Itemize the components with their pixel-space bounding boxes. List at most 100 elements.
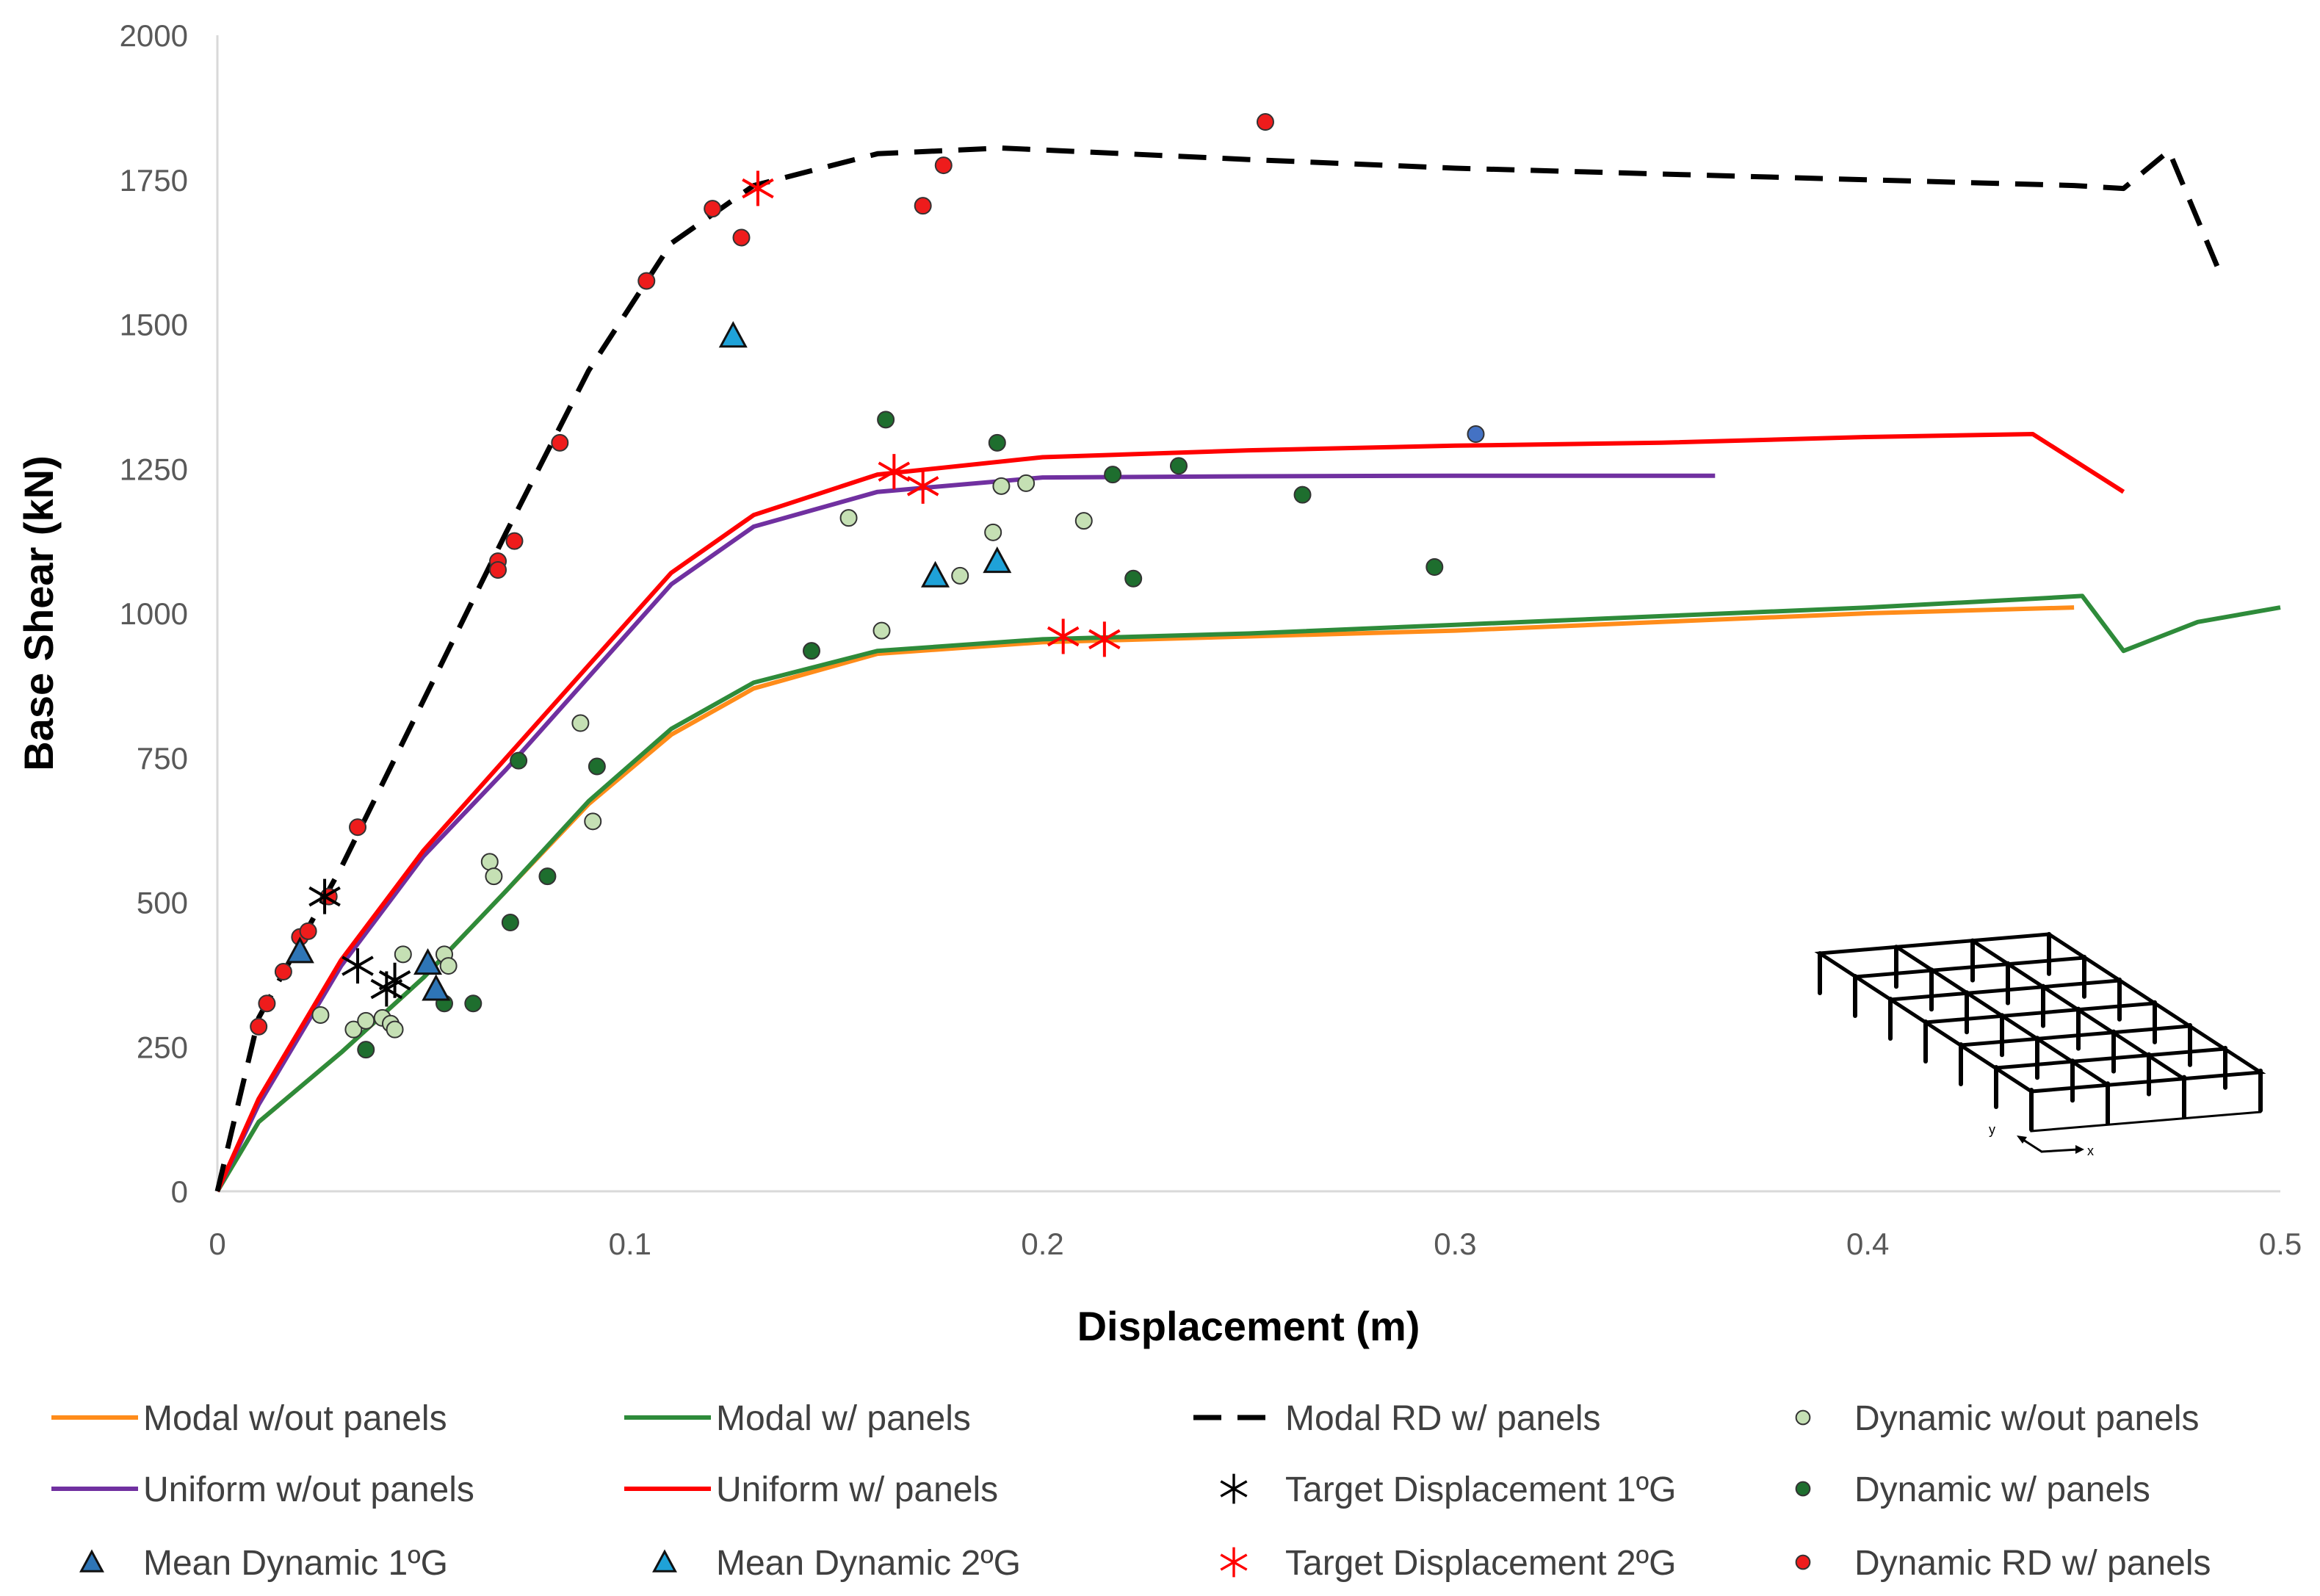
y-tick-label: 0 [171, 1174, 188, 1209]
data-point-triangle [285, 936, 314, 964]
legend-label: Modal RD w/ panels [1285, 1399, 1601, 1438]
data-point-circle [914, 197, 932, 215]
series-dynamic-w-out-panels [311, 474, 1093, 1039]
data-point-circle [839, 509, 858, 527]
frame-cross-beam [1888, 978, 2122, 1002]
legend-label: Dynamic w/ panels [1854, 1470, 2150, 1509]
data-point-circle [344, 1020, 363, 1039]
legend-swatch [1795, 1409, 1811, 1426]
legend-item-modal-w-panels: Modal w/ panels [624, 1399, 971, 1438]
axis-label-y: y [1989, 1122, 1995, 1137]
legend-swatch [79, 1549, 104, 1572]
data-point-circle [1104, 466, 1122, 484]
data-point-circle [1425, 558, 1444, 577]
series-line [215, 432, 2125, 1193]
axes [216, 35, 2280, 1193]
series-line [215, 593, 2281, 1193]
data-point-triangle [422, 974, 451, 1001]
data-point-star [906, 468, 939, 504]
data-point-circle [357, 1041, 375, 1059]
x-tick-label: 0.4 [1846, 1227, 1889, 1261]
axis-arrow-x-head [2075, 1145, 2084, 1154]
legend-label: Mean Dynamic 1ºG [143, 1544, 448, 1583]
series-uniform-w-panels [215, 432, 2125, 1193]
data-point-circle [538, 867, 557, 886]
data-point-circle [802, 642, 820, 660]
data-point-circle [505, 532, 524, 550]
y-tick-labels: 0 250 500 750 1000 1250 1500 1750 2000 [120, 18, 188, 1209]
y-tick-label: 1250 [120, 452, 188, 486]
series-extra [1467, 425, 1485, 444]
frame-base-edge [2030, 1090, 2262, 1133]
data-point-star [1047, 618, 1080, 654]
data-point-star [742, 170, 774, 206]
series-line [215, 473, 1716, 1193]
axis-label-x: x [2087, 1144, 2094, 1158]
legend-label: Dynamic w/out panels [1854, 1399, 2200, 1438]
legend-label: Dynamic RD w/ panels [1854, 1544, 2211, 1583]
data-point-circle [992, 477, 1011, 495]
legend: Modal w/out panels Uniform w/out panels Me… [51, 1399, 2211, 1583]
legend-item-uniform-w-out-panels: Uniform w/out panels [51, 1470, 474, 1509]
legend-label: Modal w/out panels [143, 1399, 447, 1438]
data-point-circle [984, 523, 1002, 541]
series-layer [214, 113, 2281, 1193]
frame-columns [1818, 931, 2263, 1132]
legend-swatch [1220, 1473, 1248, 1504]
y-tick-label: 2000 [120, 18, 188, 53]
x-tick-label: 0.3 [1434, 1227, 1476, 1261]
series-target-displacement-2og [742, 170, 1121, 657]
axis-arrow-y-head [2017, 1135, 2027, 1144]
legend-label: Mean Dynamic 2ºG [716, 1544, 1021, 1583]
data-point-circle [394, 945, 412, 964]
x-tick-label: 0.2 [1021, 1227, 1063, 1261]
x-tick-labels: 0 0.1 0.2 0.3 0.4 0.5 [209, 1227, 2302, 1261]
frame-cross-beam [1959, 1024, 2192, 1047]
legend-swatch [652, 1549, 677, 1572]
series-line [214, 145, 2221, 1192]
data-point-star [378, 962, 411, 998]
y-tick-label: 1500 [120, 308, 188, 342]
data-point-circle [877, 411, 895, 429]
data-point-circle [571, 714, 590, 732]
data-point-circle [510, 751, 528, 770]
data-point-circle [357, 1011, 375, 1030]
data-point-circle [250, 1017, 268, 1036]
series-modal-w-panels [215, 593, 2281, 1193]
frame-cross-beam [1923, 1001, 2157, 1025]
data-point-circle [551, 433, 569, 452]
legend-item-target-displacement-2og: Target Displacement 2ºG [1220, 1544, 1676, 1583]
data-point-circle [501, 914, 519, 932]
data-point-circle [732, 228, 751, 247]
data-point-circle [704, 200, 722, 218]
data-point-circle [480, 853, 499, 871]
data-point-circle [588, 757, 606, 776]
series-mean-dynamic-1og [285, 936, 451, 1001]
frame-cross-beam [1853, 956, 2086, 979]
legend-item-mean-dynamic-1og: Mean Dynamic 1ºG [79, 1544, 448, 1583]
data-point-circle [951, 566, 969, 585]
data-point-star [878, 454, 911, 490]
data-point-circle [299, 922, 317, 940]
y-tick-label: 1000 [120, 596, 188, 631]
data-point-circle [439, 957, 458, 975]
data-point-star [308, 878, 341, 914]
series-dynamic-rd-w-panels [250, 113, 1274, 1036]
series-modal-rd-w-panels [214, 145, 2221, 1192]
series-target-displacement-1og [308, 878, 411, 1007]
data-point-circle [637, 272, 656, 290]
data-point-circle [1293, 485, 1312, 504]
legend-item-modal-w-out-panels: Modal w/out panels [51, 1399, 447, 1438]
data-point-circle [464, 994, 483, 1013]
frame-cross-beam [1994, 1047, 2227, 1070]
legend-label: Uniform w/ panels [716, 1470, 998, 1509]
x-tick-label: 0 [209, 1227, 225, 1261]
series-uniform-w-out-panels [215, 473, 1716, 1193]
building-frame-diagram: y x [1814, 931, 2266, 1158]
legend-item-dynamic-w-out-panels: Dynamic w/out panels [1795, 1399, 2200, 1438]
data-point-triangle [413, 947, 443, 975]
legend-label: Target Displacement 1ºG [1285, 1470, 1676, 1509]
axis-arrow-y [2020, 1137, 2043, 1153]
y-axis-title: Base Shear (kN) [15, 455, 62, 771]
